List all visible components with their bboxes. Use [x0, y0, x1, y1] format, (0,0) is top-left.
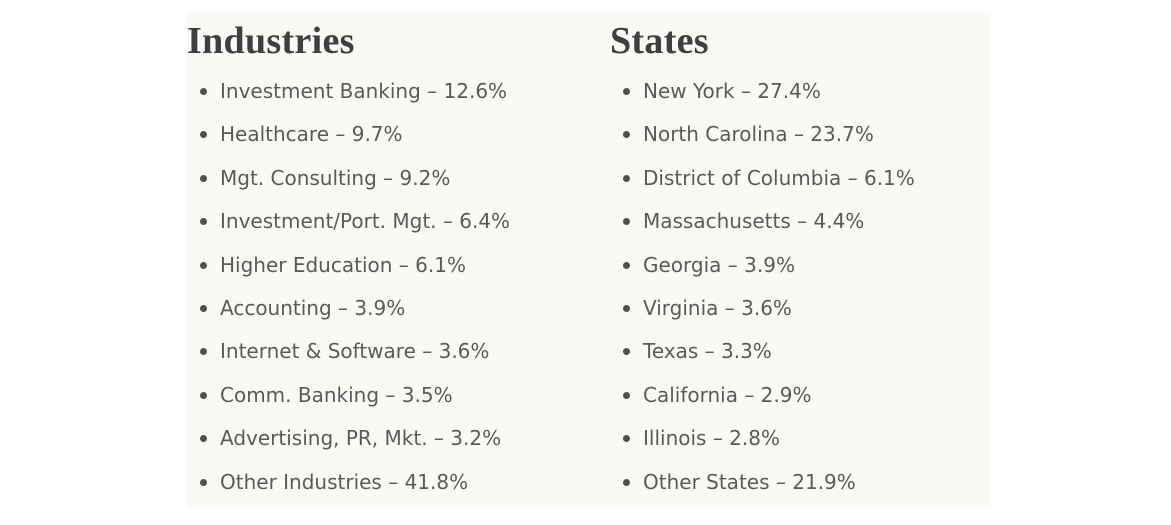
- list-item: Texas – 3.3%: [610, 337, 915, 380]
- bullet-icon: [623, 304, 630, 312]
- bullet-icon: [623, 391, 630, 399]
- bullet-icon: [623, 478, 630, 486]
- bullet-icon: [200, 435, 207, 443]
- list-item: Investment Banking – 12.6%: [187, 77, 510, 120]
- list-item-label: New York – 27.4%: [643, 79, 821, 103]
- list-item: Other Industries – 41.8%: [187, 468, 510, 511]
- list-item: Virginia – 3.6%: [610, 294, 915, 337]
- bullet-icon: [623, 261, 630, 269]
- list-item: North Carolina – 23.7%: [610, 120, 915, 163]
- bullet-icon: [200, 174, 207, 182]
- bullet-icon: [623, 348, 630, 356]
- list-item-label: Accounting – 3.9%: [220, 295, 406, 320]
- stats-panel: Industries Investment Banking – 12.6% He…: [187, 11, 991, 508]
- industries-heading: Industries: [187, 20, 355, 62]
- bullet-icon: [623, 131, 630, 139]
- list-item-label: Georgia – 3.9%: [643, 252, 795, 277]
- list-item-label: Other Industries – 41.8%: [220, 469, 469, 494]
- list-item: New York – 27.4%: [610, 77, 915, 120]
- bullet-icon: [200, 391, 207, 399]
- list-item-label: California – 2.9%: [643, 382, 812, 407]
- list-item-label: Comm. Banking – 3.5%: [220, 382, 453, 407]
- list-item: California – 2.9%: [610, 381, 915, 424]
- bullet-icon: [200, 304, 207, 312]
- bullet-icon: [623, 435, 630, 443]
- industries-list: Investment Banking – 12.6% Healthcare – …: [187, 77, 510, 511]
- bullet-icon: [200, 88, 207, 95]
- bullet-icon: [200, 218, 207, 226]
- bullet-icon: [200, 478, 207, 486]
- bullet-icon: [200, 348, 207, 356]
- list-item-label: Virginia – 3.6%: [643, 295, 792, 320]
- list-item-label: Other States – 21.9%: [643, 469, 856, 494]
- list-item: Comm. Banking – 3.5%: [187, 381, 510, 424]
- states-list: New York – 27.4% North Carolina – 23.7% …: [610, 77, 915, 511]
- list-item-label: North Carolina – 23.7%: [643, 122, 874, 147]
- list-item: Georgia – 3.9%: [610, 251, 915, 294]
- bullet-icon: [200, 131, 207, 139]
- bullet-icon: [623, 218, 630, 226]
- list-item: Illinois – 2.8%: [610, 424, 915, 467]
- list-item: Mgt. Consulting – 9.2%: [187, 164, 510, 207]
- list-item-label: Investment/Port. Mgt. – 6.4%: [220, 209, 511, 234]
- bullet-icon: [623, 174, 630, 182]
- list-item-label: District of Columbia – 6.1%: [643, 165, 915, 190]
- list-item-label: Mgt. Consulting – 9.2%: [220, 165, 451, 190]
- list-item: District of Columbia – 6.1%: [610, 164, 915, 207]
- bullet-icon: [200, 261, 207, 269]
- list-item: Massachusetts – 4.4%: [610, 207, 915, 250]
- states-heading: States: [610, 20, 709, 62]
- list-item-label: Illinois – 2.8%: [643, 426, 780, 451]
- list-item-label: Investment Banking – 12.6%: [220, 79, 508, 103]
- list-item: Accounting – 3.9%: [187, 294, 510, 337]
- list-item: Other States – 21.9%: [610, 468, 915, 511]
- list-item: Higher Education – 6.1%: [187, 251, 510, 294]
- list-item-label: Higher Education – 6.1%: [220, 252, 466, 277]
- list-item: Internet & Software – 3.6%: [187, 337, 510, 380]
- list-item-label: Texas – 3.3%: [643, 339, 772, 364]
- list-item: Investment/Port. Mgt. – 6.4%: [187, 207, 510, 250]
- list-item: Advertising, PR, Mkt. – 3.2%: [187, 424, 510, 467]
- bullet-icon: [623, 88, 630, 95]
- list-item: Healthcare – 9.7%: [187, 120, 510, 163]
- list-item-label: Advertising, PR, Mkt. – 3.2%: [220, 426, 502, 451]
- list-item-label: Massachusetts – 4.4%: [643, 209, 865, 234]
- list-item-label: Healthcare – 9.7%: [220, 122, 403, 147]
- list-item-label: Internet & Software – 3.6%: [220, 339, 490, 364]
